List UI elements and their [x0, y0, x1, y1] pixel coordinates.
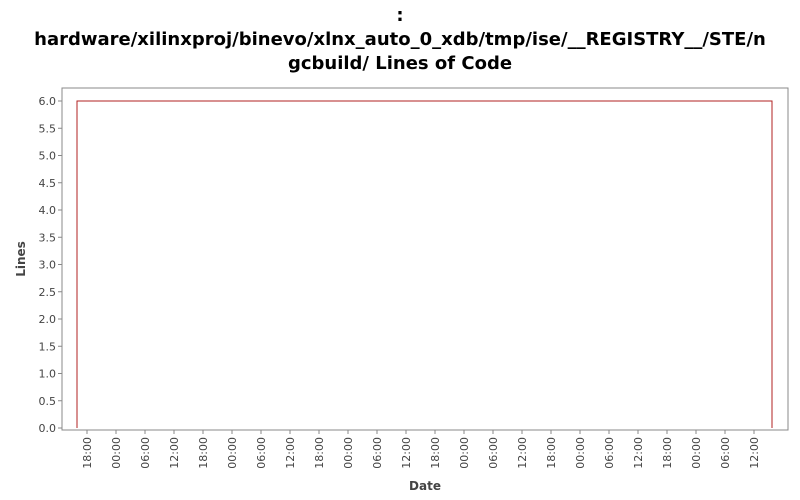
x-tick-label: 18:00	[313, 437, 326, 469]
y-tick-label: 2.5	[39, 286, 57, 299]
x-tick-label: 12:00	[632, 437, 645, 469]
chart-title-line-2: hardware/xilinxproj/binevo/xlnx_auto_0_x…	[34, 29, 766, 50]
y-tick-label: 1.0	[39, 368, 57, 381]
y-tick-label: 1.5	[39, 340, 57, 353]
x-tick-label: 06:00	[139, 437, 152, 469]
y-tick-label: 5.0	[39, 150, 57, 163]
x-tick-label: 18:00	[197, 437, 210, 469]
x-tick-label: 00:00	[342, 437, 355, 469]
x-tick-label: 00:00	[226, 437, 239, 469]
y-tick-label: 4.0	[39, 204, 57, 217]
x-tick-label: 18:00	[429, 437, 442, 469]
y-tick-label: 3.0	[39, 259, 57, 272]
x-tick-label: 06:00	[487, 437, 500, 469]
x-tick-label: 18:00	[661, 437, 674, 469]
x-tick-label: 06:00	[255, 437, 268, 469]
x-axis: 18:00 00:00 06:00 12:00 18:00 00:00 06:00 12:00…	[81, 430, 761, 469]
x-tick-label: 12:00	[400, 437, 413, 469]
y-tick-label: 0.5	[39, 395, 57, 408]
y-tick-label: 2.0	[39, 313, 57, 326]
y-tick-label: 6.0	[39, 95, 57, 108]
x-tick-label: 12:00	[284, 437, 297, 469]
plot-area	[61, 87, 789, 431]
x-tick-label: 00:00	[110, 437, 123, 469]
x-axis-label: Date	[409, 479, 441, 493]
x-tick-label: 18:00	[545, 437, 558, 469]
y-tick-label: 4.5	[39, 177, 57, 190]
chart-title-line-3: gcbuild/ Lines of Code	[287, 53, 513, 74]
y-tick-label: 5.5	[39, 122, 57, 135]
x-tick-label: 00:00	[574, 437, 587, 469]
y-tick-label: 3.5	[39, 231, 57, 244]
x-tick-label: 18:00	[81, 437, 94, 469]
y-tick-label: 0.0	[39, 422, 57, 435]
x-tick-label: 06:00	[603, 437, 616, 469]
y-axis: 0.0 0.5 1.0 1.5 2.0 2.5 3.0 3.5 4.0 4.5 5.0 5.5 6.0	[39, 95, 62, 435]
x-tick-label: 12:00	[516, 437, 529, 469]
y-axis-label: Lines	[14, 241, 28, 277]
x-tick-label: 06:00	[719, 437, 732, 469]
x-tick-label: 12:00	[748, 437, 761, 469]
x-tick-label: 06:00	[371, 437, 384, 469]
x-tick-label: 00:00	[458, 437, 471, 469]
chart-title: : hardware/xilinxproj/binevo/xlnx_auto_0…	[0, 4, 800, 76]
series-line	[76, 100, 773, 428]
x-tick-label: 12:00	[168, 437, 181, 469]
chart-title-line-1: :	[396, 5, 404, 26]
x-tick-label: 00:00	[690, 437, 703, 469]
